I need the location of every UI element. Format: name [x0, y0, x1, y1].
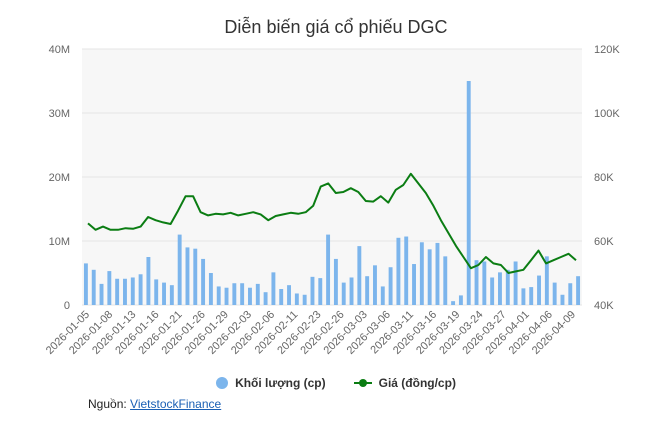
volume-bar[interactable] — [576, 276, 581, 305]
volume-bar[interactable] — [521, 288, 526, 305]
price-swatch-icon — [353, 377, 372, 389]
source-prefix: Nguồn: — [88, 397, 127, 411]
volume-bar[interactable] — [568, 283, 573, 305]
legend-price-label: Giá (đồng/cp) — [378, 376, 456, 390]
volume-bar[interactable] — [537, 275, 541, 305]
volume-bar[interactable] — [451, 301, 456, 305]
volume-bar[interactable] — [333, 258, 338, 305]
volume-bar[interactable] — [162, 282, 166, 305]
volume-bar[interactable] — [388, 267, 393, 305]
source-note: Nguồn: VietstockFinance — [88, 397, 221, 411]
volume-bar[interactable] — [232, 283, 237, 305]
volume-bar[interactable] — [529, 287, 534, 305]
volume-bar[interactable] — [123, 278, 127, 305]
volume-bar[interactable] — [177, 234, 182, 305]
volume-bar[interactable] — [146, 257, 151, 305]
right-tick-label: 100K — [594, 108, 620, 120]
volume-bar[interactable] — [419, 242, 424, 305]
volume-bar[interactable] — [193, 248, 198, 305]
price-line — [87, 172, 577, 274]
volume-bar[interactable] — [302, 294, 307, 305]
right-tick-label: 80K — [594, 172, 614, 184]
volume-bar[interactable] — [263, 292, 268, 305]
volume-bar[interactable] — [427, 249, 432, 305]
x-axis-ticks: 2026-01-052026-01-082026-01-132026-01-16… — [44, 309, 578, 357]
volume-bar[interactable] — [91, 269, 96, 305]
legend: Khối lượng (cp) Giá (đồng/cp) — [0, 376, 672, 390]
legend-volume-label: Khối lượng (cp) — [235, 376, 326, 390]
volume-bar[interactable] — [115, 278, 120, 305]
volume-bar[interactable] — [154, 279, 159, 305]
volume-bar[interactable] — [482, 261, 487, 305]
volume-bar[interactable] — [404, 236, 409, 305]
volume-bar[interactable] — [279, 289, 284, 305]
left-tick-label: 0 — [64, 300, 70, 312]
volume-bar[interactable] — [208, 273, 213, 305]
volume-bars — [83, 81, 581, 305]
volume-bar[interactable] — [248, 287, 252, 305]
volume-swatch-icon — [216, 377, 229, 389]
volume-bar[interactable] — [560, 294, 565, 305]
volume-bar[interactable] — [138, 274, 143, 305]
source-link[interactable]: VietstockFinance — [130, 397, 222, 411]
left-tick-label: 40M — [49, 44, 70, 56]
volume-bar[interactable] — [552, 282, 557, 305]
volume-bar[interactable] — [544, 256, 549, 305]
left-axis-ticks: 0 10M 20M 30M 40M — [49, 44, 70, 312]
volume-bar[interactable] — [240, 283, 245, 305]
volume-bar[interactable] — [326, 234, 331, 305]
volume-bar[interactable] — [443, 256, 448, 305]
volume-bar[interactable] — [380, 286, 385, 305]
volume-bar[interactable] — [224, 287, 229, 305]
volume-bar[interactable] — [271, 272, 276, 305]
right-axis-ticks: 40K 60K 80K 100K 120K — [594, 44, 620, 312]
volume-bar[interactable] — [341, 282, 346, 305]
volume-bar[interactable] — [294, 293, 299, 305]
volume-bar[interactable] — [373, 265, 377, 305]
volume-bar[interactable] — [466, 81, 471, 305]
volume-bar[interactable] — [83, 263, 88, 305]
volume-bar[interactable] — [435, 242, 440, 305]
right-tick-label: 40K — [594, 300, 614, 312]
volume-bar[interactable] — [201, 258, 206, 305]
volume-bar[interactable] — [412, 264, 416, 305]
volume-bar[interactable] — [365, 276, 370, 305]
volume-bar[interactable] — [474, 260, 479, 305]
volume-bar[interactable] — [357, 246, 362, 305]
legend-item-price[interactable]: Giá (đồng/cp) — [353, 376, 456, 390]
volume-bar[interactable] — [185, 247, 190, 305]
right-tick-label: 60K — [594, 236, 614, 248]
volume-bar[interactable] — [396, 237, 401, 305]
chart-title: Diễn biến giá cổ phiếu DGC — [224, 17, 448, 37]
volume-bar[interactable] — [498, 272, 502, 305]
left-tick-label: 20M — [49, 172, 70, 184]
volume-bar[interactable] — [107, 271, 112, 305]
volume-bar[interactable] — [310, 276, 315, 305]
left-tick-label: 10M — [49, 236, 70, 248]
volume-bar[interactable] — [318, 278, 323, 305]
left-tick-label: 30M — [49, 108, 70, 120]
volume-bar[interactable] — [216, 286, 221, 305]
legend-item-volume[interactable]: Khối lượng (cp) — [216, 376, 326, 390]
volume-bar[interactable] — [99, 283, 104, 305]
volume-bar[interactable] — [349, 277, 354, 305]
volume-bar[interactable] — [255, 283, 260, 305]
volume-bar[interactable] — [287, 285, 291, 305]
volume-bar[interactable] — [130, 277, 135, 305]
volume-bar[interactable] — [490, 277, 495, 305]
volume-bar[interactable] — [513, 261, 518, 305]
volume-bar[interactable] — [169, 285, 174, 305]
right-tick-label: 120K — [594, 44, 620, 56]
volume-bar[interactable] — [505, 269, 510, 305]
volume-bar[interactable] — [458, 295, 463, 305]
price-line-path[interactable] — [87, 172, 577, 274]
